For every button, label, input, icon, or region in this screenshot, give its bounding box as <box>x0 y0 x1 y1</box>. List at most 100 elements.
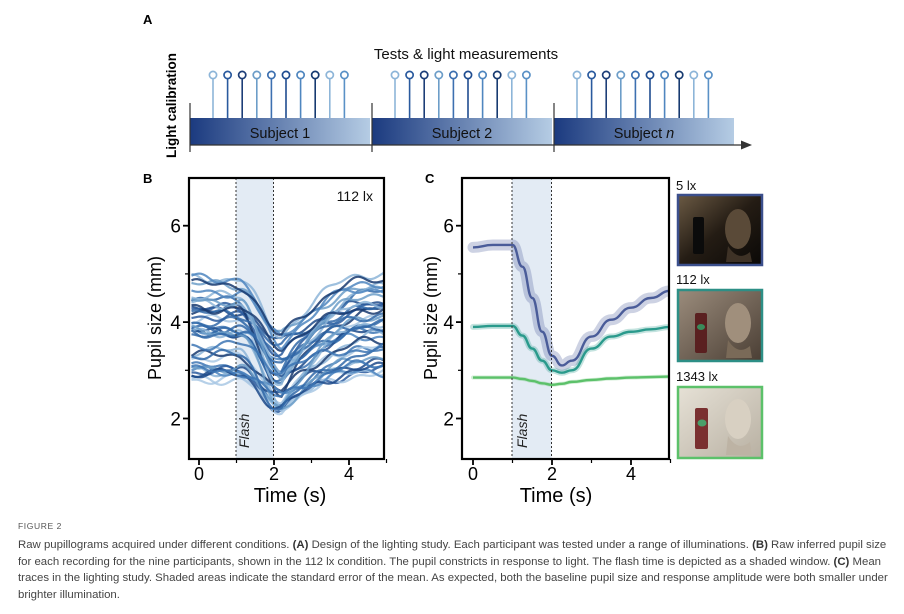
measurement-marker <box>478 70 488 80</box>
caption-b-tag: (B) <box>752 539 768 551</box>
raw-trace <box>191 303 384 352</box>
condition-image-1343lx <box>676 385 764 460</box>
x-tick-label: 2 <box>547 464 557 484</box>
axis-ticks-b: 0 2 4 2 4 6 <box>170 217 388 484</box>
panel-b: B Flash 112 lx Pupil size (mm) Time (s) … <box>143 171 388 507</box>
measurement-marker <box>689 70 699 80</box>
measurement-marker <box>674 70 684 80</box>
figure-label: FIGURE 2 <box>18 521 63 531</box>
flash-label-c: Flash <box>514 414 530 448</box>
measurement-marker <box>463 70 473 80</box>
lux-annotation-b: 112 lx <box>337 188 373 204</box>
axis-ticks-c: 0 2 4 2 4 6 <box>443 217 672 484</box>
raw-trace <box>191 288 384 337</box>
measurement-stems <box>208 70 713 118</box>
x-axis-label-b: Time (s) <box>254 485 327 507</box>
y-tick-label: 6 <box>170 217 181 238</box>
panel-a-letter: A <box>143 12 153 27</box>
measurement-marker <box>507 70 517 80</box>
subject-2-label: Subject 2 <box>432 126 492 142</box>
subject-n-suffix: n <box>666 126 674 142</box>
measurement-marker <box>405 70 415 80</box>
y-axis-label-c: Pupil size (mm) <box>421 256 441 380</box>
subject-n-bar <box>554 118 734 145</box>
measurement-marker <box>434 70 444 80</box>
measurement-marker <box>281 70 291 80</box>
figure-caption: Raw pupillograms acquired under differen… <box>18 537 890 603</box>
y-axis-label-b: Pupil size (mm) <box>145 256 165 380</box>
caption-a-text: Design of the lighting study. Each parti… <box>308 539 753 551</box>
condition-image-112lx <box>676 288 764 363</box>
raw-trace <box>191 272 384 351</box>
caption-b-text: Raw inferred pupil size for each recordi… <box>18 539 887 568</box>
measurement-marker <box>296 70 306 80</box>
measurement-marker <box>223 70 233 80</box>
measurement-marker <box>645 70 655 80</box>
condition-label-112lx: 112 lx <box>676 272 710 287</box>
raw-trace <box>191 339 384 376</box>
sem-band <box>467 239 669 371</box>
subject-1-label: Subject 1 <box>250 126 310 142</box>
raw-trace <box>191 345 384 411</box>
x-tick-label: 4 <box>344 464 354 484</box>
measurement-marker <box>390 70 400 80</box>
x-tick-label: 2 <box>269 464 279 484</box>
panel-c: C Flash Pupil size (mm) Time (s) 0 2 4246 … <box>421 171 764 507</box>
measurement-marker <box>419 70 429 80</box>
mean-traces <box>467 239 669 387</box>
caption-a-tag: (A) <box>292 539 309 551</box>
panel-b-letter: B <box>143 171 152 186</box>
flash-label-b: Flash <box>236 414 252 448</box>
subject-n-prefix: Subject <box>614 126 666 142</box>
mean-trace <box>472 243 669 367</box>
measurement-marker <box>587 70 597 80</box>
measurement-marker <box>325 70 335 80</box>
measurement-marker <box>237 70 247 80</box>
measurement-marker <box>310 70 320 80</box>
y-tick-label: 2 <box>170 410 181 431</box>
raw-trace <box>190 335 384 393</box>
measurement-marker <box>616 70 626 80</box>
panel-c-letter: C <box>425 171 435 186</box>
condition-label-5lx: 5 lx <box>676 178 697 193</box>
raw-traces <box>190 271 384 416</box>
measurement-marker <box>601 70 611 80</box>
measurement-marker <box>492 70 502 80</box>
raw-trace <box>190 312 384 364</box>
measurement-marker <box>339 70 349 80</box>
measurement-marker <box>703 70 713 80</box>
y-tick-label: 4 <box>443 313 454 334</box>
raw-trace <box>191 314 384 410</box>
light-calibration-label: Light calibration <box>164 53 179 158</box>
measurement-marker <box>448 70 458 80</box>
mean-trace <box>472 324 669 374</box>
y-tick-label: 4 <box>170 313 181 334</box>
caption-c-text: Mean traces in the lighting study. Shade… <box>18 555 888 601</box>
flash-window-c <box>512 178 552 459</box>
raw-trace <box>191 275 384 336</box>
plot-frame-b <box>187 176 386 461</box>
y-tick-label: 2 <box>443 410 454 431</box>
measurement-marker <box>266 70 276 80</box>
condition-label-1343lx: 1343 lx <box>676 369 718 384</box>
raw-trace <box>191 356 384 411</box>
tests-light-measurements-title: Tests & light measurements <box>374 46 558 63</box>
measurement-marker <box>208 70 218 80</box>
x-tick-label: 0 <box>468 464 478 484</box>
mean-trace <box>473 375 669 386</box>
x-axis-label-c: Time (s) <box>520 485 593 507</box>
timeline-arrow <box>741 140 752 150</box>
x-tick-label: 4 <box>626 464 636 484</box>
measurement-marker <box>252 70 262 80</box>
caption-c-tag: (C) <box>833 555 850 568</box>
measurement-marker <box>521 70 531 80</box>
caption-intro: Raw pupillograms acquired under differen… <box>18 539 293 551</box>
subject-1-bar <box>190 118 370 145</box>
y-tick-label: 6 <box>443 217 454 238</box>
panel-a: A Light calibration Tests & light measur… <box>143 12 752 158</box>
x-tick-label: 0 <box>194 464 204 484</box>
condition-image-5lx <box>676 193 764 267</box>
measurement-marker <box>630 70 640 80</box>
subject-2-bar <box>372 118 552 145</box>
